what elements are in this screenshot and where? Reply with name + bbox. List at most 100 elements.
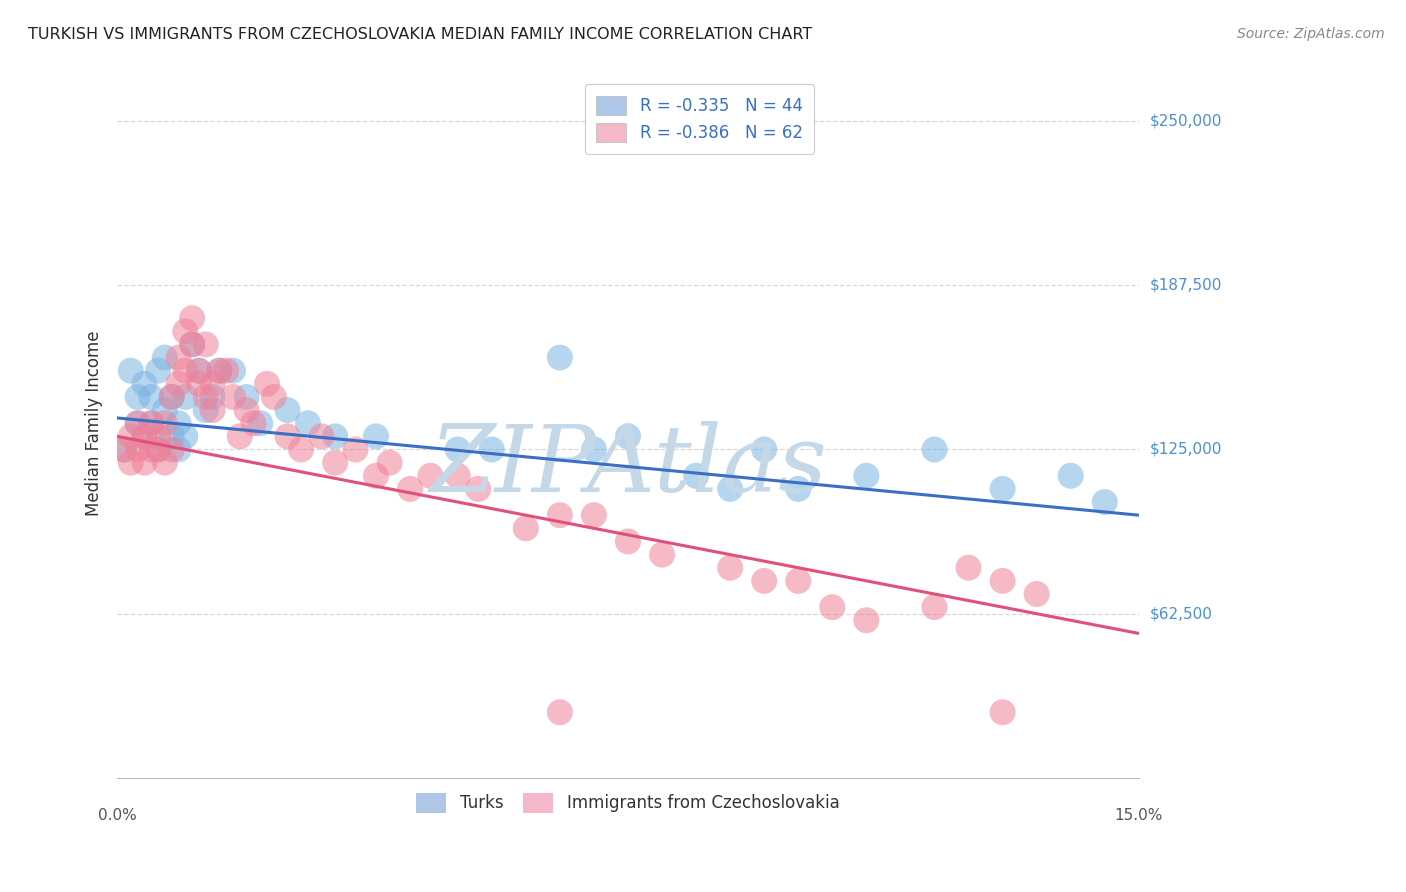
Point [215,364,238,378]
Point [146,442,169,457]
Point [235,403,257,417]
Point [187,376,209,391]
Point [754,442,776,457]
Point [160,442,183,457]
Point [276,429,298,443]
Point [1094,495,1116,509]
Point [276,403,298,417]
Point [235,390,257,404]
Point [167,442,190,457]
Point [160,390,183,404]
Point [120,364,142,378]
Point [821,600,844,615]
Legend: Turks, Immigrants from Czechoslovakia: Turks, Immigrants from Czechoslovakia [409,787,846,819]
Text: TURKISH VS IMMIGRANTS FROM CZECHOSLOVAKIA MEDIAN FAMILY INCOME CORRELATION CHART: TURKISH VS IMMIGRANTS FROM CZECHOSLOVAKI… [28,27,813,42]
Point [419,468,441,483]
Point [323,429,346,443]
Point [651,548,673,562]
Point [617,534,640,549]
Text: $187,500: $187,500 [1150,277,1222,293]
Text: 0.0%: 0.0% [98,808,136,823]
Point [1060,468,1083,483]
Point [481,442,503,457]
Point [167,351,190,365]
Point [256,376,278,391]
Text: 15.0%: 15.0% [1115,808,1163,823]
Point [160,390,183,404]
Point [187,364,209,378]
Text: Source: ZipAtlas.com: Source: ZipAtlas.com [1237,27,1385,41]
Point [991,705,1014,719]
Point [991,482,1014,496]
Point [201,390,224,404]
Point [141,442,163,457]
Point [548,508,571,523]
Point [153,456,176,470]
Point [548,351,571,365]
Point [364,468,387,483]
Point [208,364,231,378]
Point [582,508,605,523]
Point [134,456,156,470]
Point [127,442,149,457]
Point [447,468,470,483]
Point [364,429,387,443]
Point [112,442,135,457]
Text: ZIPAtlas: ZIPAtlas [429,421,827,511]
Point [582,442,605,457]
Text: $125,000: $125,000 [1150,442,1222,457]
Point [201,403,224,417]
Text: $62,500: $62,500 [1150,607,1213,621]
Point [120,456,142,470]
Point [134,376,156,391]
Point [991,574,1014,588]
Point [1025,587,1047,601]
Point [141,416,163,430]
Point [112,442,135,457]
Point [167,416,190,430]
Point [194,337,217,351]
Point [146,429,169,443]
Point [229,429,252,443]
Point [120,429,142,443]
Point [141,390,163,404]
Point [718,560,741,574]
Point [447,442,470,457]
Point [127,416,149,430]
Point [174,429,197,443]
Point [718,482,741,496]
Y-axis label: Median Family Income: Median Family Income [86,330,103,516]
Point [153,351,176,365]
Point [249,416,271,430]
Point [174,390,197,404]
Point [242,416,264,430]
Point [167,376,190,391]
Point [187,364,209,378]
Point [174,324,197,338]
Point [181,311,204,326]
Point [263,390,285,404]
Point [957,560,980,574]
Point [855,468,877,483]
Point [399,482,422,496]
Point [146,442,169,457]
Point [160,429,183,443]
Point [194,390,217,404]
Point [685,468,707,483]
Point [127,390,149,404]
Point [181,337,204,351]
Point [617,429,640,443]
Point [924,442,946,457]
Point [787,482,810,496]
Point [127,416,149,430]
Point [323,456,346,470]
Point [467,482,489,496]
Point [208,364,231,378]
Point [181,337,204,351]
Point [855,613,877,627]
Point [290,442,312,457]
Point [134,429,156,443]
Point [222,390,245,404]
Point [153,416,176,430]
Point [311,429,333,443]
